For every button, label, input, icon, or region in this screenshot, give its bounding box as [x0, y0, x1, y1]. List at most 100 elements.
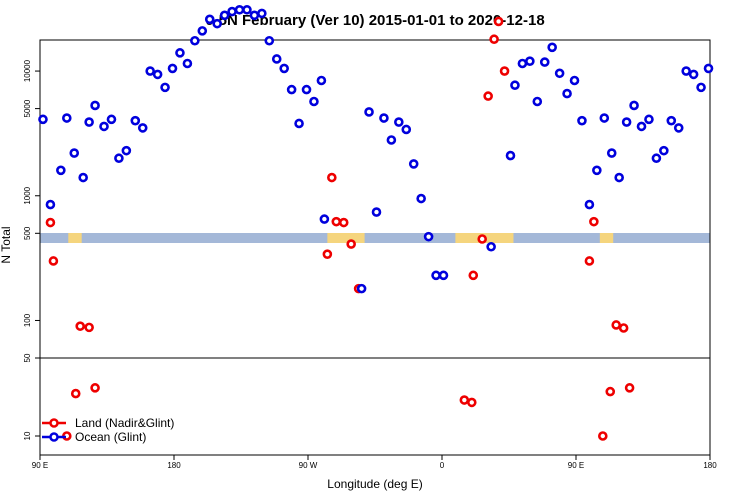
ocean-point	[554, 68, 565, 79]
ocean-point	[316, 75, 327, 86]
ocean-point	[56, 165, 66, 176]
ocean-point	[401, 124, 412, 135]
ocean-point	[666, 115, 677, 126]
land-point	[489, 34, 499, 45]
ocean-point	[696, 82, 706, 93]
ocean-point	[510, 80, 520, 91]
ocean-point	[659, 145, 669, 156]
y-tick-label: 50	[23, 353, 32, 362]
x-tick-label: 180	[703, 461, 717, 470]
ocean-point	[438, 270, 449, 281]
land-point	[477, 234, 488, 244]
land-point	[618, 323, 629, 333]
land-point	[493, 16, 504, 27]
land-point	[322, 249, 333, 259]
ocean-point	[606, 148, 617, 158]
ocean-point	[38, 114, 48, 125]
ocean-point	[539, 57, 550, 67]
ocean-point	[249, 10, 260, 21]
ocean-point	[562, 88, 572, 99]
ocean-point	[525, 56, 535, 66]
y-tick-label: 5000	[23, 99, 32, 117]
ocean-point	[505, 150, 516, 161]
ocean-point	[431, 270, 441, 281]
ocean-point	[486, 241, 496, 252]
y-axis-label: N Total	[0, 226, 13, 263]
band-land-segment	[599, 233, 614, 243]
ocean-point	[227, 6, 237, 17]
ocean-point	[182, 58, 193, 69]
ocean-point	[279, 63, 289, 74]
ocean-point	[688, 69, 699, 80]
ocean-point	[271, 54, 282, 64]
ocean-point	[532, 96, 543, 107]
y-axis: 10 50 100 500 1000 5000 10000	[23, 59, 40, 440]
legend-ocean-marker	[49, 432, 59, 442]
ocean-point	[651, 153, 662, 164]
ocean-point	[130, 115, 141, 126]
ocean-point	[621, 117, 632, 127]
ocean-point	[121, 145, 132, 156]
chart-title: 0-5N February (Ver 10) 2015-01-01 to 202…	[205, 12, 544, 29]
ocean-point	[190, 35, 200, 46]
ocean-point	[356, 283, 367, 294]
ocean-point	[577, 115, 587, 126]
ocean-point	[423, 231, 434, 242]
ocean-point	[416, 193, 426, 204]
land-point	[483, 91, 493, 101]
ocean-point	[673, 123, 684, 133]
ocean-point	[106, 114, 117, 125]
y-tick-label: 100	[23, 313, 32, 327]
land-point	[584, 256, 595, 266]
ocean-point	[319, 214, 330, 224]
ocean-point	[242, 4, 252, 15]
ocean-point	[160, 82, 170, 93]
ocean-point	[309, 96, 319, 107]
band-land-segment	[327, 233, 365, 243]
ocean-point	[197, 26, 208, 36]
ocean-point	[547, 42, 557, 53]
ocean-point	[703, 63, 714, 74]
legend-land-marker	[49, 418, 59, 428]
land-point	[611, 320, 622, 330]
ocean-point	[408, 159, 419, 169]
ocean-point	[62, 113, 72, 123]
ocean-point	[114, 153, 124, 164]
ocean-point	[219, 10, 230, 21]
band-land-segment	[68, 233, 82, 243]
surface-band	[40, 233, 710, 243]
land-point	[605, 386, 616, 397]
ocean-point	[167, 63, 178, 74]
ocean-series	[38, 4, 714, 294]
legend-land-label: Land (Nadir&Glint)	[75, 416, 174, 430]
ocean-point	[137, 123, 148, 133]
ocean-point	[152, 69, 163, 80]
ocean-point	[301, 84, 312, 95]
ocean-point	[517, 58, 528, 69]
ocean-point	[69, 148, 80, 158]
ocean-point	[45, 199, 56, 210]
x-tick-label: 90 E	[568, 461, 584, 470]
legend-ocean-label: Ocean (Glint)	[75, 430, 146, 444]
ocean-point	[264, 35, 275, 46]
ocean-point	[569, 75, 580, 86]
plot-frame	[39, 39, 711, 456]
land-point	[84, 322, 94, 333]
ocean-point	[599, 113, 610, 123]
land-point	[331, 216, 342, 227]
land-point	[499, 66, 510, 76]
ocean-point	[681, 66, 691, 76]
x-tick-label: 180	[167, 461, 181, 470]
ocean-point	[629, 100, 639, 111]
land-point	[468, 270, 479, 281]
x-axis-label: Longitude (deg E)	[327, 477, 422, 491]
x-tick-label: 90 W	[299, 461, 318, 470]
land-point	[327, 172, 337, 183]
land-point	[466, 397, 477, 408]
ocean-point	[90, 100, 100, 111]
ocean-point	[204, 14, 215, 25]
ocean-point	[257, 8, 267, 19]
ocean-point	[371, 207, 382, 217]
ocean-point	[84, 117, 94, 127]
